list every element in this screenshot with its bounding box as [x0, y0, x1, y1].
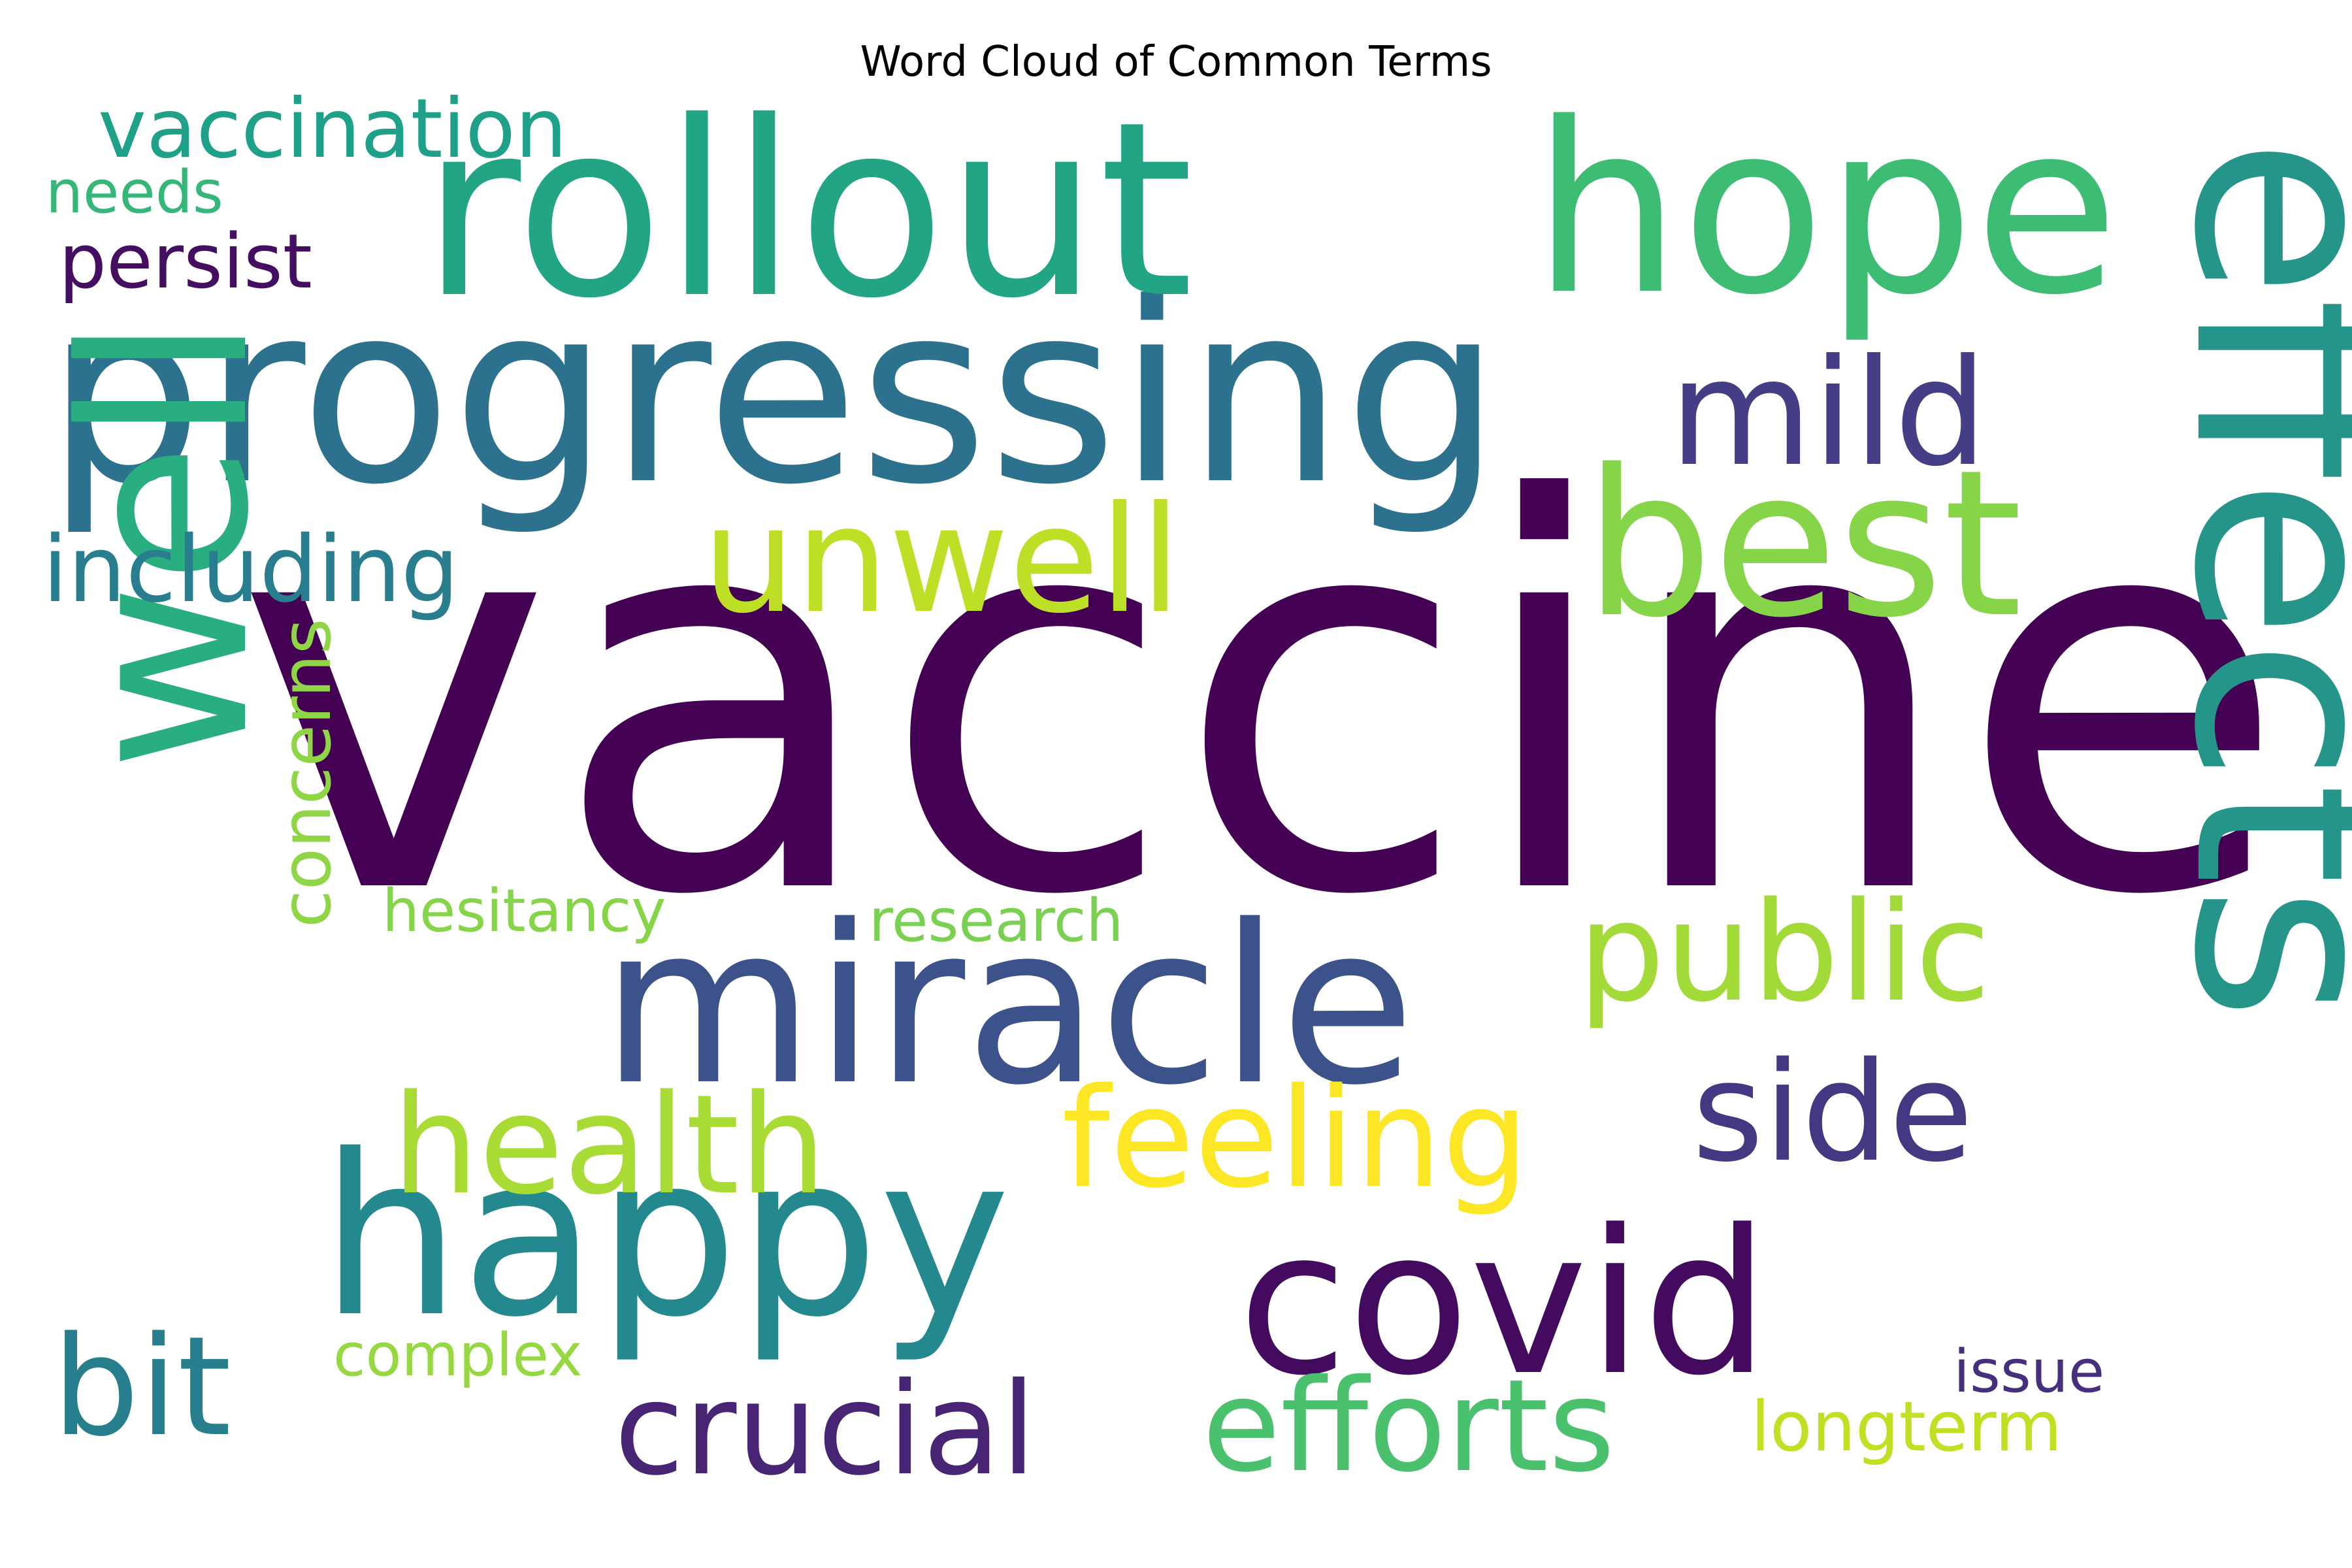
word-effects: effects: [2136, 137, 2352, 1021]
word-bit: bit: [52, 1307, 231, 1467]
word-issue: issue: [1953, 1337, 2104, 1406]
word-persist: persist: [59, 218, 312, 306]
word-needs: needs: [46, 158, 223, 227]
word-well: well: [33, 316, 299, 771]
word-public: public: [1578, 872, 1991, 1032]
word-vaccine: vaccine: [235, 389, 2287, 1012]
word-including: including: [42, 517, 459, 623]
word-rollout: rollout: [421, 71, 1194, 351]
word-covid: covid: [1238, 1187, 1769, 1419]
word-health: health: [392, 1065, 826, 1225]
word-concerns: concerns: [267, 619, 346, 928]
word-efforts: efforts: [1202, 1352, 1615, 1500]
word-mild: mild: [1669, 328, 1987, 499]
word-hesitancy: hesitancy: [382, 877, 666, 945]
word-feeling: feeling: [1062, 1058, 1529, 1218]
word-unwell: unwell: [702, 475, 1181, 646]
word-vaccination: vaccination: [98, 82, 567, 176]
word-crucial: crucial: [614, 1355, 1036, 1503]
chart-title: Word Cloud of Common Terms: [860, 38, 1492, 86]
word-happy: happy: [320, 1107, 1011, 1366]
word-progressing: progressing: [46, 250, 1501, 539]
word-best: best: [1584, 427, 2023, 662]
word-research: research: [869, 887, 1123, 955]
word-side: side: [1692, 1032, 1973, 1192]
word-longterm: longterm: [1751, 1387, 2062, 1467]
word-complex: complex: [333, 1321, 582, 1390]
word-miracle: miracle: [601, 879, 1415, 1134]
word-hope: hope: [1532, 73, 2119, 346]
